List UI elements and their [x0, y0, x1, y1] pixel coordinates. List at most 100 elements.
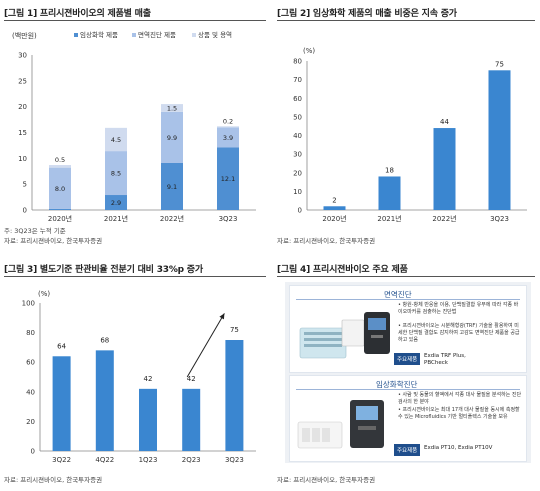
chart1-data-label: 2.9	[111, 199, 121, 207]
chart1-bar-segment	[217, 127, 239, 148]
chart-sga-ratio: (%) 0 20 40 60 80 100 64 3Q22 68 4Q22 42 1Q23 42 2Q23…	[22, 290, 256, 464]
chart-product-sales: (백만원) 0 5 10 15 20 25 30 임상화학 제품 면역진단 제품 상품 및 용역 0…	[12, 30, 256, 223]
chart1-legend-swatch	[74, 33, 78, 37]
panel-product-sales: [그림 1] 프리시젼바이오의 제품별 매출 (백만원) 0 5 10 15 20 25 3…	[4, 6, 266, 246]
chart1-bar-segment	[161, 111, 183, 163]
clinical-card: 임상화학진단 • 사람 및 동물의 혈액에서 각종 대사 물질을 분석하는 진단…	[289, 375, 527, 462]
chart2-category-label: 2021년	[377, 214, 401, 223]
chart1-ytick-label: 30	[18, 52, 27, 60]
chart1-bar-segment	[49, 208, 71, 210]
chart3-category-label: 3Q22	[52, 456, 71, 464]
chart1-bar-segment	[105, 151, 127, 196]
chart1-legend-swatch	[132, 33, 136, 37]
immuno-device-image	[299, 312, 390, 359]
chart2-ytick-label: 80	[293, 58, 302, 66]
immuno-card: 면역진단 • 항원-항체 반응을 이용, 단백질결합 유무에 따라 각종 바이오…	[289, 285, 527, 373]
chart3-data-label: 75	[230, 326, 239, 334]
chart1-data-label: 8.5	[111, 170, 121, 178]
chart3-trend-arrow-head	[219, 313, 225, 320]
chart3-bar	[95, 350, 114, 451]
immuno-title: 면역진단	[384, 290, 412, 299]
chart1-category-label: 2020년	[48, 214, 72, 223]
clinical-title: 임상화학진단	[376, 380, 418, 389]
chart3-data-label: 68	[100, 336, 109, 344]
panel-clinical-share: [그림 2] 임상화학 제품의 매출 비중은 지속 증가 (%) 0 10 20 30…	[277, 6, 535, 246]
panel4-title-rule	[277, 276, 535, 277]
chart3-ytick-label: 40	[26, 388, 35, 396]
clinical-bullet-2: • 프리시젼바이오는 최대 17개 대사 물질을 동시에 측정할 수 있는 Mi…	[398, 407, 520, 420]
chart1-legend-label: 임상화학 제품	[80, 30, 118, 39]
chart2-ytick-label: 30	[293, 151, 302, 159]
clinical-title-line	[296, 389, 520, 390]
panel-sga-ratio: [그림 3] 별도기준 판관비율 전분기 대비 33%p 증가 (%) 0 20 4…	[4, 262, 266, 488]
chart1-data-label: 9.9	[167, 134, 177, 142]
chart2-ytick-label: 50	[293, 113, 302, 121]
chart2-ytick-label: 60	[293, 95, 302, 103]
chart1-bar-segment	[217, 147, 239, 210]
chart2-data-label: 44	[440, 118, 449, 126]
panel-main-products: [그림 4] 프리시젼바이오 주요 제품 면역진단 • 항원-항체 반응을 이용…	[277, 262, 535, 488]
chart2-ytick-label: 10	[293, 188, 302, 196]
chart1-data-label: 0.5	[55, 156, 65, 164]
chart2-data-label: 18	[385, 166, 394, 174]
chart1-bar-segment	[49, 167, 71, 209]
clinical-bullet-1: • 사람 및 동물의 혈액에서 각종 대사 물질을 분석하는 진단검사의 한 분…	[398, 392, 522, 405]
chart1-ytick-label: 15	[18, 129, 27, 137]
chart2-ytick-label: 70	[293, 76, 302, 84]
chart1-category-label: 2022년	[160, 214, 184, 223]
chart3-ytick-label: 80	[26, 329, 35, 337]
chart2-bar	[323, 206, 346, 210]
chart1-bar-segment	[105, 127, 127, 152]
chart1-category-label: 2021년	[104, 214, 128, 223]
chart2-bar	[433, 128, 456, 210]
chart3-unit: (%)	[38, 290, 50, 298]
panel4-source: 자료: 프리시젼바이오, 한국투자증권	[277, 476, 376, 484]
panel2-source: 자료: 프리시젼바이오, 한국투자증권	[277, 237, 376, 245]
chart1-bar-segment	[49, 165, 71, 168]
panel1-title: [그림 1] 프리시젼바이오의 제품별 매출	[4, 9, 151, 19]
chart1-data-label: 4.5	[111, 136, 121, 144]
chart1-bar-segment	[161, 162, 183, 210]
panel2-title-rule	[277, 20, 535, 21]
chart2-data-label: 75	[495, 60, 504, 68]
chart1-bar-segment	[217, 126, 239, 128]
clinical-product-1: Exdia PT10, Exdia PT10V	[424, 445, 493, 451]
panel3-source: 자료: 프리시젼바이오, 한국투자증권	[4, 476, 103, 484]
chart3-data-label: 42	[187, 375, 196, 383]
panel2-title: [그림 2] 임상화학 제품의 매출 비중은 지속 증가	[277, 9, 457, 19]
chart2-category-label: 3Q23	[490, 215, 509, 223]
chart1-unit: (백만원)	[12, 31, 37, 40]
chart2-ytick-label: 0	[298, 207, 302, 215]
chart1-ytick-label: 20	[18, 103, 27, 111]
chart2-bar	[378, 176, 401, 210]
chart3-ytick-label: 100	[22, 300, 35, 308]
chart1-data-label: 9.1	[167, 183, 177, 191]
chart3-trend-arrow-line	[186, 313, 225, 378]
immuno-product-2: PBCheck	[424, 360, 448, 366]
chart3-category-label: 1Q23	[139, 456, 158, 464]
chart1-ytick-label: 25	[18, 77, 27, 85]
chart3-category-label: 2Q23	[182, 456, 201, 464]
immuno-bullet-2: • 프리시젼바이오는 시분해형광(TRF) 기술을 활용하여 미세한 단백질 결…	[398, 323, 520, 343]
products-image: 면역진단 • 항원-항체 반응을 이용, 단백질결합 유무에 따라 각종 바이오…	[285, 282, 531, 463]
chart1-legend-label: 상품 및 용역	[198, 30, 232, 39]
chart3-ytick-label: 20	[26, 418, 35, 426]
chart1-data-label: 1.5	[167, 104, 177, 112]
clinical-products-tag: 주요제품	[394, 444, 421, 456]
chart3-bar	[52, 356, 71, 451]
immuno-product-1: Exdia TRF Plus,	[424, 353, 466, 359]
chart2-data-label: 2	[332, 196, 336, 204]
panel3-title: [그림 3] 별도기준 판관비율 전분기 대비 33%p 증가	[4, 265, 203, 275]
chart3-ytick-label: 60	[26, 359, 35, 367]
chart3-bar	[225, 340, 244, 451]
chart1-category-label: 3Q23	[219, 215, 238, 223]
immuno-title-line	[296, 299, 520, 300]
chart1-data-label: 12.1	[221, 175, 235, 183]
chart3-data-label: 64	[57, 342, 66, 350]
chart2-category-label: 2022년	[432, 214, 456, 223]
chart1-legend-swatch	[192, 33, 196, 37]
chart3-category-label: 3Q23	[225, 456, 244, 464]
chart1-data-label: 8.0	[55, 185, 65, 193]
chart3-ytick-label: 0	[31, 448, 35, 456]
chart2-ytick-label: 40	[293, 132, 302, 140]
